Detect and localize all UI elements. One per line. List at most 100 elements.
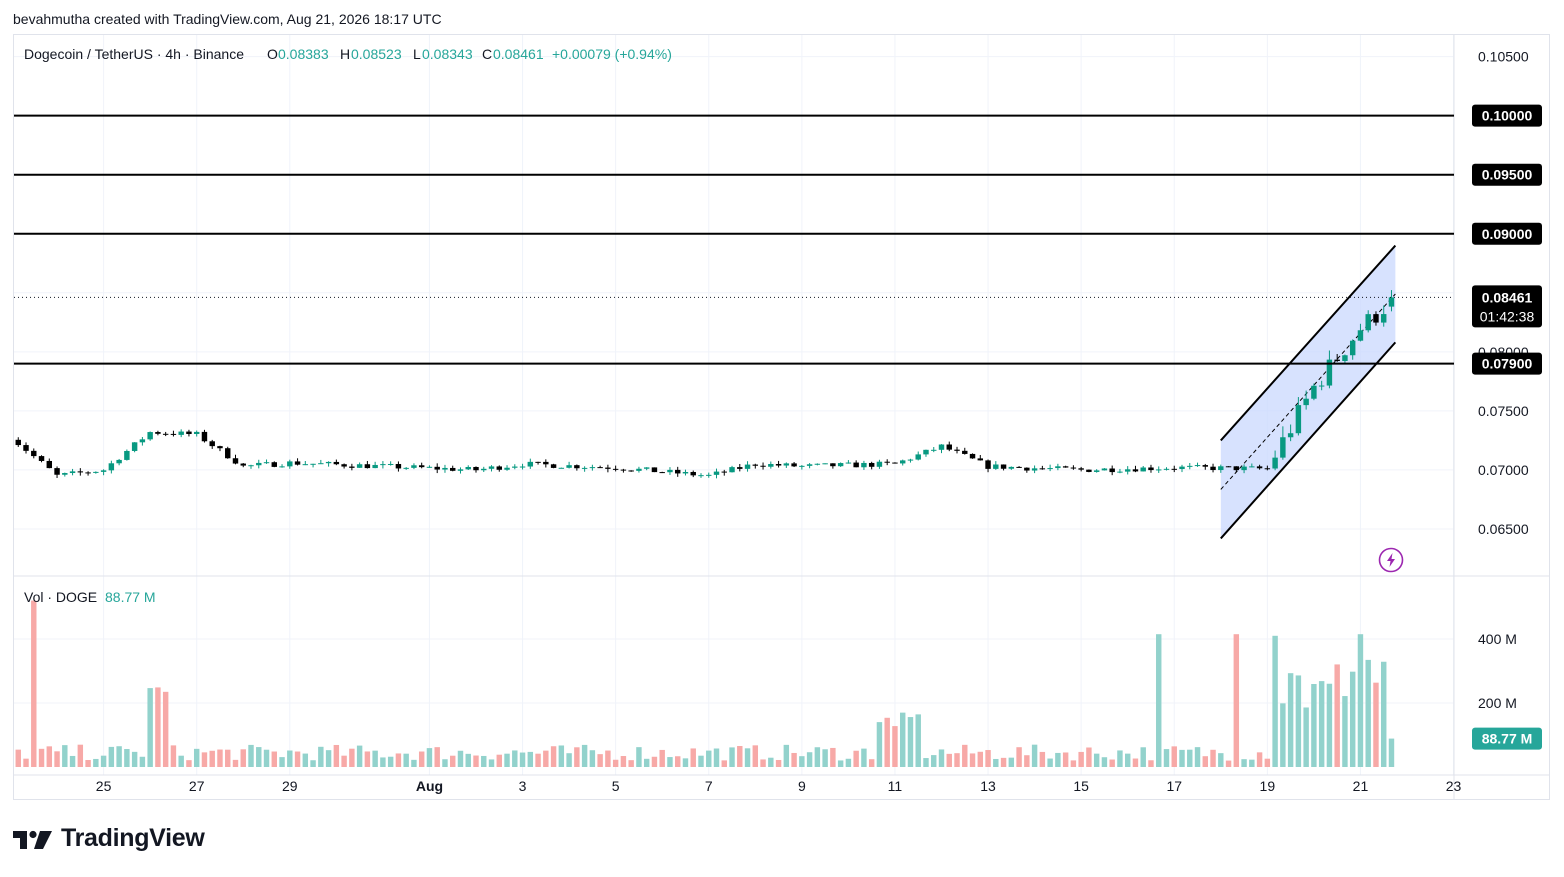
horizontal-levels[interactable] <box>14 114 1454 365</box>
volume-bar <box>403 753 409 767</box>
volume-bar <box>706 750 712 767</box>
lightning-alert-icon[interactable] <box>1378 547 1404 573</box>
candle-body <box>907 459 914 461</box>
channel-upper-line[interactable] <box>1220 244 1397 442</box>
candle-body <box>1024 467 1030 471</box>
volume-bar <box>923 758 929 767</box>
candle-body <box>256 462 262 466</box>
volume-bar <box>550 746 557 767</box>
candle-body <box>1218 466 1224 471</box>
channel-lower-line[interactable] <box>1220 341 1397 540</box>
volume-bar <box>481 755 487 767</box>
volume-bar <box>1179 749 1185 767</box>
candle-body <box>985 460 991 469</box>
candle-body <box>294 461 301 465</box>
symbol-label[interactable]: Dogecoin / TetherUS · 4h · Binance <box>24 46 244 62</box>
volume-bar <box>1039 751 1046 767</box>
volume-bar <box>325 750 332 767</box>
candle-body <box>488 466 495 469</box>
candle-body <box>620 469 627 471</box>
high-value: 0.08523 <box>351 46 402 62</box>
candles <box>15 290 1395 479</box>
volume-bar <box>1016 747 1022 767</box>
volume-bar <box>442 759 448 767</box>
volume-bar <box>124 749 130 767</box>
candle-body <box>791 463 797 467</box>
volume-bar <box>791 752 797 767</box>
volume-bar <box>209 750 215 767</box>
candle-body <box>931 449 937 451</box>
volume-bar <box>15 749 21 767</box>
volume-bar <box>659 749 665 767</box>
candle-body <box>737 467 743 469</box>
candle-body <box>1303 398 1309 406</box>
time-tick-label: 25 <box>96 778 112 794</box>
volume-bar <box>1086 747 1092 767</box>
candle-body <box>15 439 21 446</box>
volume-bar <box>1008 757 1015 767</box>
candle-body <box>1264 468 1271 470</box>
volume-bar <box>457 750 464 767</box>
candle-body <box>170 433 177 435</box>
candle-body <box>1349 340 1356 356</box>
candle-body <box>116 459 122 464</box>
volume-bar <box>1326 683 1333 767</box>
candle-body <box>62 473 68 475</box>
candle-body <box>1124 469 1131 472</box>
volume-bar <box>1194 747 1201 767</box>
candle-body <box>744 464 751 469</box>
candle-body <box>512 466 518 468</box>
countdown-label: 01:42:38 <box>1480 308 1535 324</box>
volume-bar <box>100 755 107 767</box>
candle-body <box>434 466 440 470</box>
volume-bar <box>1132 758 1139 767</box>
volume-bar <box>256 747 262 767</box>
volume-bar <box>814 747 821 767</box>
volume-bar <box>605 750 611 767</box>
volume-bar <box>884 717 890 767</box>
candle-body <box>969 453 976 459</box>
candle-body <box>426 466 433 468</box>
candle-body <box>1202 465 1208 467</box>
candle-body <box>457 469 464 471</box>
volume-bar <box>504 753 510 767</box>
volume-bar <box>1117 750 1123 767</box>
candle-body <box>1117 471 1123 473</box>
level-price-label-bg <box>1472 222 1542 245</box>
volume-bar <box>1318 681 1325 767</box>
volume-bar <box>38 748 45 767</box>
volume-bar <box>861 748 867 767</box>
channel-fill[interactable] <box>1220 245 1396 539</box>
volume-bar <box>1342 696 1348 767</box>
candle-body <box>100 470 107 472</box>
level-price-label-bg <box>1472 352 1542 375</box>
volume-bar <box>876 722 883 767</box>
candle-body <box>411 465 417 468</box>
volume-bar <box>527 751 534 767</box>
chart-area[interactable]: 0.10500 0.07500 0.07000 0.06500 0.08000 400 M… <box>13 34 1550 800</box>
volume-bars <box>15 600 1395 767</box>
tradingview-brand[interactable]: TradingView <box>13 824 205 853</box>
candle-body <box>1249 466 1255 468</box>
volume-bar <box>225 749 231 767</box>
volume-bar <box>178 755 184 767</box>
volume-bar <box>1156 634 1162 767</box>
candle-body <box>915 454 921 460</box>
candle-body <box>1295 405 1302 434</box>
time-tick-label: 23 <box>1446 778 1462 794</box>
volume-title[interactable]: Vol · DOGE <box>24 589 97 605</box>
volume-bar <box>690 748 696 767</box>
volume-bar <box>147 688 153 767</box>
volume-bar <box>1225 760 1232 767</box>
change-value: +0.00079 (+0.94%) <box>552 46 672 62</box>
volume-bar <box>1109 759 1115 767</box>
volume-bar <box>651 756 658 767</box>
candle-body <box>341 464 347 467</box>
candle-body <box>333 461 340 465</box>
volume-bar <box>62 745 68 767</box>
volume-bar <box>713 748 720 767</box>
price-channel[interactable] <box>1220 244 1397 540</box>
candle-body <box>69 471 76 474</box>
candle-body <box>574 465 580 469</box>
